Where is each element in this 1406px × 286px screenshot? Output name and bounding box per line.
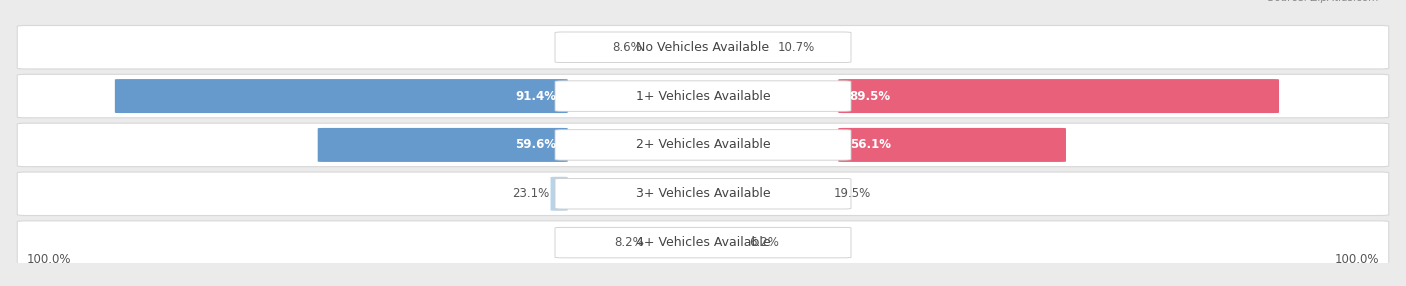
FancyBboxPatch shape bbox=[115, 79, 568, 113]
Text: 100.0%: 100.0% bbox=[27, 253, 72, 266]
FancyBboxPatch shape bbox=[555, 81, 851, 111]
Text: 89.5%: 89.5% bbox=[849, 90, 891, 103]
Text: 3+ Vehicles Available: 3+ Vehicles Available bbox=[636, 187, 770, 200]
Text: 91.4%: 91.4% bbox=[515, 90, 557, 103]
FancyBboxPatch shape bbox=[555, 32, 851, 62]
Text: 100.0%: 100.0% bbox=[1334, 253, 1379, 266]
Text: 59.6%: 59.6% bbox=[515, 138, 557, 151]
FancyBboxPatch shape bbox=[318, 128, 568, 162]
Text: 10.7%: 10.7% bbox=[778, 41, 815, 54]
Text: 23.1%: 23.1% bbox=[512, 187, 550, 200]
Text: Source: ZipAtlas.com: Source: ZipAtlas.com bbox=[1268, 0, 1379, 3]
Text: 2+ Vehicles Available: 2+ Vehicles Available bbox=[636, 138, 770, 151]
Text: 19.5%: 19.5% bbox=[834, 187, 872, 200]
Text: 8.6%: 8.6% bbox=[612, 41, 641, 54]
FancyBboxPatch shape bbox=[555, 130, 851, 160]
FancyBboxPatch shape bbox=[17, 74, 1389, 118]
Text: IMMIGRANTS FROM SOUTH EASTERN ASIA VS IMMIGRANTS FROM NORTHERN EUROPE VEHICLE AV: IMMIGRANTS FROM SOUTH EASTERN ASIA VS IM… bbox=[27, 0, 928, 3]
FancyBboxPatch shape bbox=[838, 79, 1279, 113]
Text: 8.2%: 8.2% bbox=[614, 236, 644, 249]
Text: 6.2%: 6.2% bbox=[749, 236, 779, 249]
FancyBboxPatch shape bbox=[555, 227, 851, 258]
Text: 4+ Vehicles Available: 4+ Vehicles Available bbox=[636, 236, 770, 249]
Text: No Vehicles Available: No Vehicles Available bbox=[637, 41, 769, 54]
Text: 1+ Vehicles Available: 1+ Vehicles Available bbox=[636, 90, 770, 103]
FancyBboxPatch shape bbox=[17, 25, 1389, 69]
FancyBboxPatch shape bbox=[17, 221, 1389, 264]
FancyBboxPatch shape bbox=[551, 177, 568, 211]
FancyBboxPatch shape bbox=[555, 178, 851, 209]
FancyBboxPatch shape bbox=[17, 172, 1389, 215]
Text: 56.1%: 56.1% bbox=[849, 138, 891, 151]
FancyBboxPatch shape bbox=[838, 128, 1066, 162]
FancyBboxPatch shape bbox=[17, 123, 1389, 167]
